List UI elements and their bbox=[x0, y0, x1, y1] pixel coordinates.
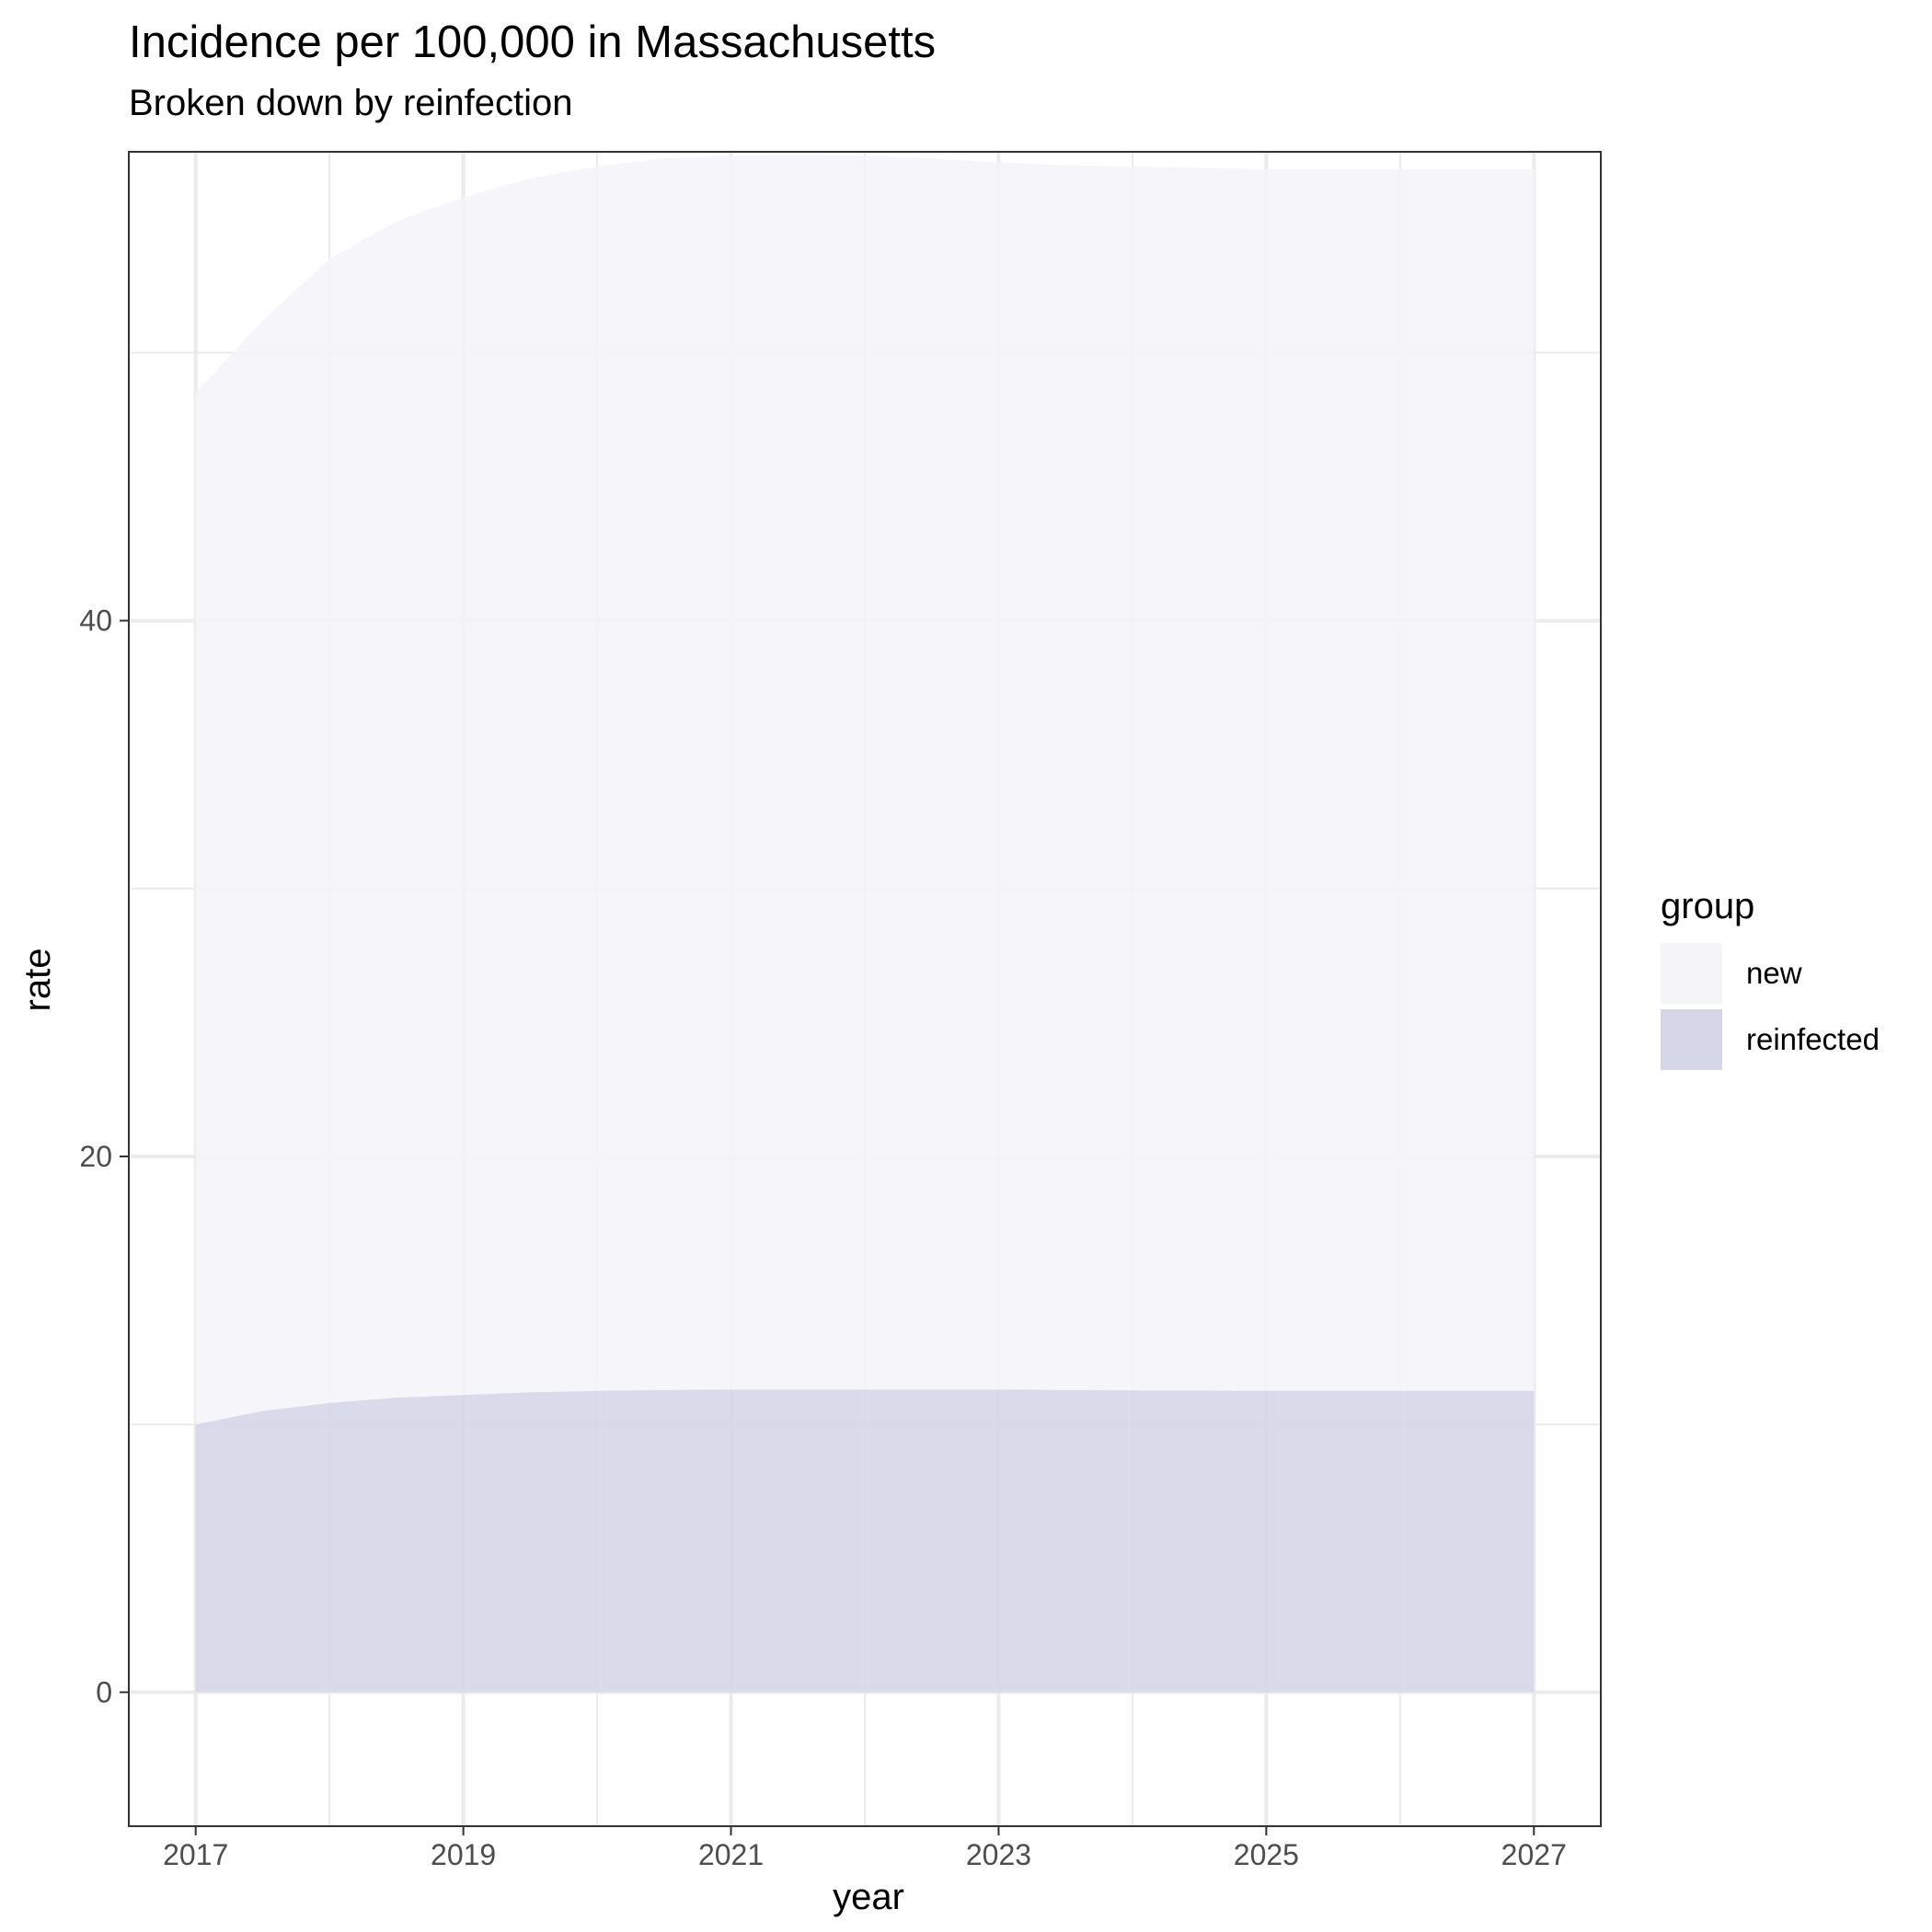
x-tick-label: 2019 bbox=[431, 1838, 496, 1871]
legend-label-reinfected: reinfected bbox=[1746, 1022, 1880, 1056]
x-tick-label: 2025 bbox=[1234, 1838, 1299, 1871]
legend-label-new: new bbox=[1746, 956, 1802, 990]
legend-item-new: new bbox=[1661, 940, 1880, 1006]
x-tick-label: 2023 bbox=[966, 1838, 1031, 1871]
panel-border bbox=[128, 151, 1602, 1827]
y-tick-label: 40 bbox=[79, 604, 112, 638]
y-tick-label: 20 bbox=[79, 1140, 112, 1173]
x-tick-label: 2021 bbox=[698, 1838, 764, 1871]
legend-title: group bbox=[1661, 886, 1755, 926]
legend-key-reinfected bbox=[1661, 1009, 1722, 1070]
x-axis-title: year bbox=[833, 1877, 904, 1917]
chart-title: Incidence per 100,000 in Massachusetts bbox=[129, 17, 937, 67]
area-reinfected bbox=[195, 1389, 1535, 1693]
x-tick-label: 2027 bbox=[1501, 1838, 1567, 1871]
x-tick-label: 2017 bbox=[163, 1838, 228, 1871]
legend-key-new bbox=[1661, 943, 1722, 1004]
legend: group new reinfected bbox=[1661, 883, 1880, 1073]
area-new bbox=[195, 154, 1535, 1425]
chart-subtitle: Broken down by reinfection bbox=[129, 83, 573, 123]
y-tick-label: 0 bbox=[96, 1675, 112, 1708]
y-axis-title: rate bbox=[17, 949, 58, 1012]
legend-item-reinfected: reinfected bbox=[1661, 1006, 1880, 1073]
